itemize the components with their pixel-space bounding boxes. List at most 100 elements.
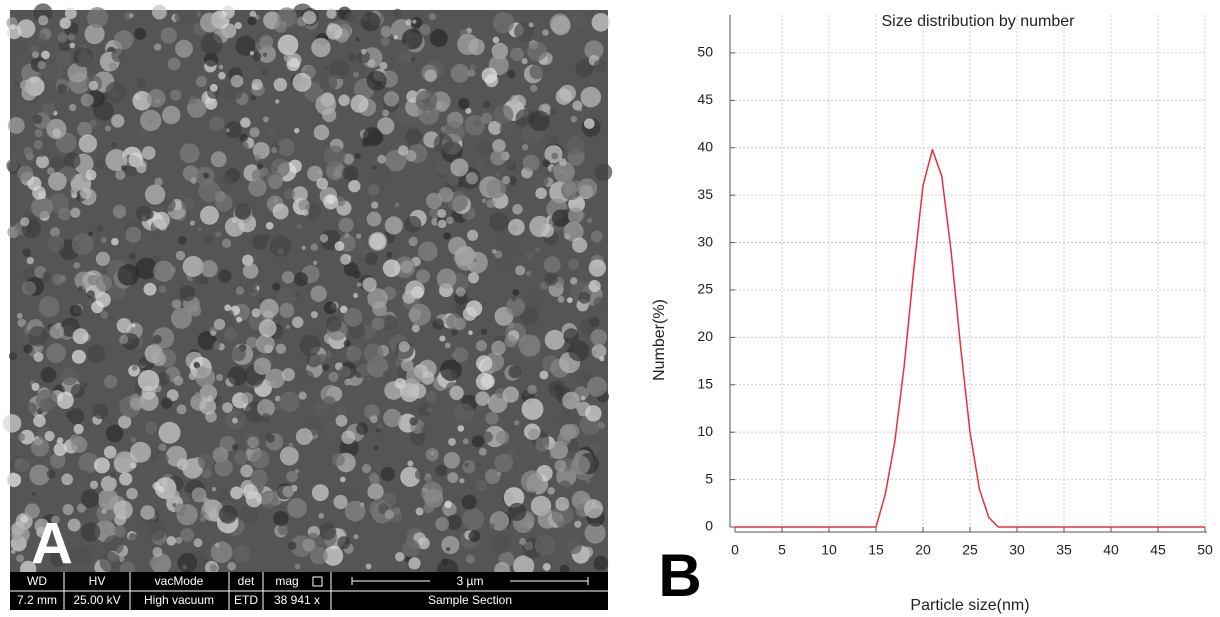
grain bbox=[305, 66, 317, 78]
grain bbox=[16, 19, 36, 38]
grain bbox=[50, 227, 60, 238]
grain bbox=[193, 538, 203, 548]
grain bbox=[486, 178, 507, 199]
grain bbox=[277, 138, 295, 157]
grain bbox=[331, 453, 345, 467]
grain bbox=[311, 37, 331, 58]
grain bbox=[42, 271, 51, 279]
grain bbox=[196, 12, 201, 17]
grain bbox=[325, 316, 342, 332]
grain bbox=[503, 487, 525, 508]
grain bbox=[199, 397, 217, 415]
grain bbox=[567, 207, 584, 224]
grain bbox=[549, 107, 557, 115]
grain bbox=[101, 508, 107, 515]
grain bbox=[552, 418, 561, 427]
grain bbox=[169, 266, 176, 273]
grain bbox=[323, 194, 339, 210]
grain bbox=[425, 476, 433, 484]
grain bbox=[33, 140, 44, 150]
grain bbox=[534, 534, 556, 556]
grain bbox=[255, 334, 275, 354]
grain bbox=[191, 487, 207, 503]
grain bbox=[420, 424, 432, 436]
grain bbox=[174, 10, 190, 25]
grain bbox=[366, 70, 387, 91]
grain bbox=[436, 268, 457, 289]
grain bbox=[215, 193, 233, 212]
grain bbox=[543, 256, 561, 274]
grain bbox=[234, 450, 248, 465]
info-header: HV bbox=[89, 574, 106, 588]
grain bbox=[174, 503, 188, 516]
grain bbox=[17, 433, 26, 442]
grain bbox=[440, 359, 462, 382]
grain bbox=[481, 67, 498, 84]
grain bbox=[295, 428, 313, 445]
grain bbox=[37, 33, 47, 43]
grain bbox=[147, 522, 166, 541]
grain bbox=[128, 252, 137, 260]
grain bbox=[46, 343, 66, 364]
grain bbox=[128, 13, 134, 18]
grain bbox=[44, 431, 55, 442]
grain bbox=[254, 154, 261, 161]
grain bbox=[210, 541, 233, 563]
grain bbox=[249, 389, 254, 394]
grain bbox=[484, 502, 494, 512]
grain bbox=[580, 86, 602, 108]
grain bbox=[557, 431, 572, 446]
grain bbox=[443, 452, 461, 469]
grain bbox=[166, 536, 177, 546]
grain bbox=[455, 287, 466, 297]
x-tick-label: 5 bbox=[778, 542, 786, 558]
grain bbox=[32, 114, 43, 124]
grain bbox=[363, 127, 383, 147]
grain bbox=[209, 83, 218, 92]
y-tick-label: 0 bbox=[705, 518, 713, 534]
grain bbox=[542, 29, 549, 36]
grain bbox=[534, 247, 541, 253]
grain bbox=[105, 149, 128, 172]
grain bbox=[542, 563, 551, 571]
grain bbox=[339, 476, 346, 483]
grain bbox=[267, 129, 275, 137]
grain bbox=[227, 561, 237, 571]
grain bbox=[511, 295, 517, 302]
grain bbox=[318, 522, 337, 541]
grain bbox=[437, 208, 447, 218]
grain bbox=[131, 323, 136, 328]
grain bbox=[435, 464, 448, 477]
x-tick-label: 15 bbox=[868, 542, 884, 558]
grain bbox=[557, 295, 565, 303]
grain bbox=[89, 119, 97, 128]
grain bbox=[400, 466, 421, 487]
grain bbox=[234, 203, 251, 220]
grain bbox=[151, 4, 167, 20]
grain bbox=[77, 51, 93, 66]
grain bbox=[201, 468, 212, 479]
grain bbox=[232, 417, 238, 424]
grain bbox=[590, 230, 603, 243]
grain bbox=[491, 42, 509, 60]
grain bbox=[508, 452, 514, 458]
grain bbox=[294, 272, 309, 287]
grain bbox=[259, 298, 279, 318]
grain bbox=[577, 107, 583, 112]
grain bbox=[118, 415, 132, 429]
grain bbox=[188, 371, 197, 380]
grain bbox=[425, 391, 437, 403]
grain bbox=[593, 555, 609, 571]
grain bbox=[140, 505, 155, 520]
grain bbox=[218, 269, 232, 283]
grain bbox=[499, 121, 514, 136]
grain bbox=[371, 201, 379, 209]
grain bbox=[584, 499, 604, 519]
grain bbox=[448, 236, 467, 256]
grain bbox=[592, 350, 597, 355]
grain bbox=[31, 51, 39, 59]
grain bbox=[53, 442, 67, 456]
grain bbox=[298, 391, 307, 400]
grain bbox=[157, 372, 170, 386]
grain bbox=[585, 405, 602, 422]
